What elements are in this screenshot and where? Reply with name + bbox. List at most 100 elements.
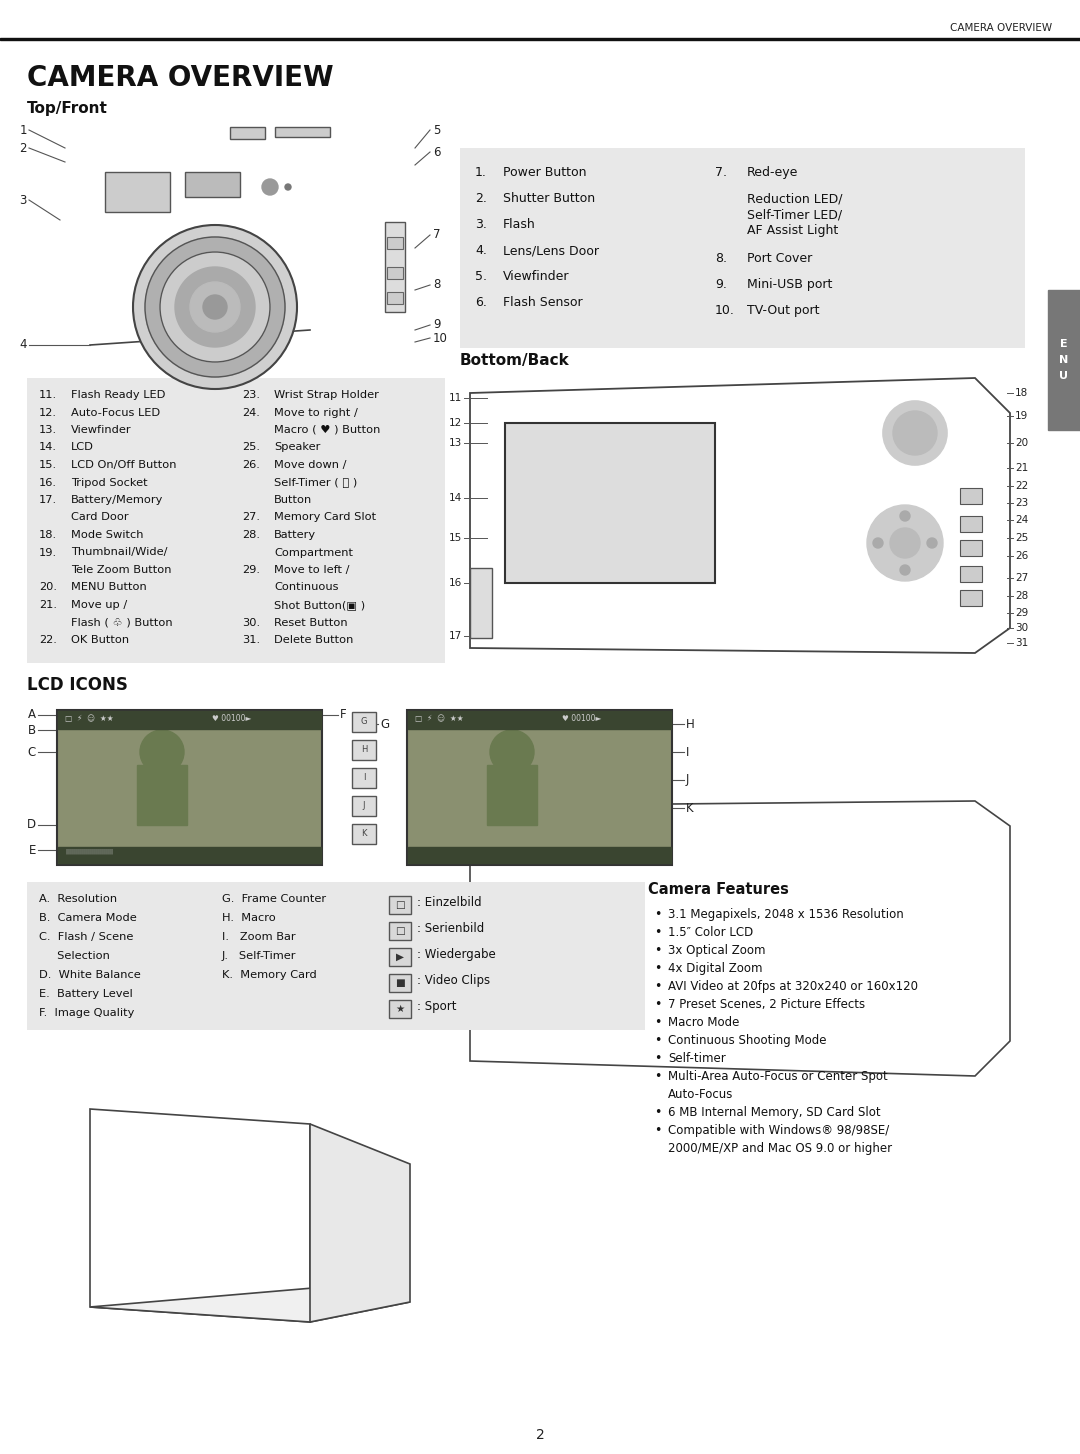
Circle shape xyxy=(175,268,255,348)
Text: Shot Button(▣ ): Shot Button(▣ ) xyxy=(274,601,365,611)
Bar xyxy=(57,710,322,865)
Text: W: W xyxy=(910,420,920,430)
Text: D: D xyxy=(27,819,36,832)
Text: •: • xyxy=(654,944,661,957)
Text: Reset Button: Reset Button xyxy=(274,618,348,628)
Text: 18.: 18. xyxy=(39,531,57,539)
Text: 30: 30 xyxy=(1015,622,1028,632)
Text: Power Button: Power Button xyxy=(503,166,586,179)
Text: □: □ xyxy=(395,926,405,936)
Text: 27: 27 xyxy=(1015,573,1028,583)
Text: Thumbnail/Wide/: Thumbnail/Wide/ xyxy=(71,548,167,557)
Text: Flash Sensor: Flash Sensor xyxy=(503,297,582,310)
Text: 11: 11 xyxy=(449,393,462,403)
Bar xyxy=(505,423,715,583)
Text: 1.5″ Color LCD: 1.5″ Color LCD xyxy=(669,926,753,939)
Bar xyxy=(352,795,376,816)
Text: Tripod Socket: Tripod Socket xyxy=(71,477,148,487)
Circle shape xyxy=(203,295,227,318)
Text: 4: 4 xyxy=(19,339,27,352)
Circle shape xyxy=(490,730,534,774)
Text: •: • xyxy=(654,926,661,939)
Text: 10: 10 xyxy=(433,332,448,345)
Text: Mode Switch: Mode Switch xyxy=(71,531,144,539)
Text: 16.: 16. xyxy=(39,477,57,487)
Text: 13.: 13. xyxy=(39,425,57,435)
Bar xyxy=(58,711,321,728)
Text: Auto-Focus: Auto-Focus xyxy=(669,1088,733,1101)
Text: G.  Frame Counter: G. Frame Counter xyxy=(222,894,326,904)
Bar xyxy=(487,765,537,824)
Text: 21.: 21. xyxy=(39,601,57,611)
Text: 15: 15 xyxy=(449,534,462,542)
Text: □  ⚡  ☺  ★★: □ ⚡ ☺ ★★ xyxy=(415,714,463,723)
Text: C: C xyxy=(28,746,36,759)
Text: K: K xyxy=(361,829,367,839)
Text: 7.: 7. xyxy=(715,166,727,179)
Text: Move up /: Move up / xyxy=(71,601,127,611)
Text: 21: 21 xyxy=(1015,462,1028,473)
Text: I: I xyxy=(363,774,365,782)
Text: Self-timer: Self-timer xyxy=(669,1053,726,1064)
Bar xyxy=(389,948,411,965)
Text: 17: 17 xyxy=(449,631,462,641)
Text: 17.: 17. xyxy=(39,494,57,505)
Text: Flash: Flash xyxy=(503,218,536,231)
Text: Continuous: Continuous xyxy=(274,583,338,592)
Text: 27.: 27. xyxy=(242,512,260,522)
Text: Continuous Shooting Mode: Continuous Shooting Mode xyxy=(669,1034,826,1047)
Circle shape xyxy=(927,538,937,548)
Text: Selection: Selection xyxy=(39,951,110,961)
Text: □  ⚡  ☺  ★★: □ ⚡ ☺ ★★ xyxy=(65,714,113,723)
Text: 24.: 24. xyxy=(242,407,260,417)
Text: 28: 28 xyxy=(1015,590,1028,601)
Text: Shutter Button: Shutter Button xyxy=(503,192,595,205)
Text: E.  Battery Level: E. Battery Level xyxy=(39,989,133,999)
Polygon shape xyxy=(90,1109,310,1322)
Bar xyxy=(387,268,403,279)
Text: □: □ xyxy=(395,900,405,910)
Text: 9: 9 xyxy=(433,318,441,332)
Bar xyxy=(960,516,982,532)
Text: LCD On/Off Button: LCD On/Off Button xyxy=(71,459,176,470)
Text: 12.: 12. xyxy=(39,407,57,417)
Text: B: B xyxy=(28,724,36,737)
Bar xyxy=(389,922,411,939)
Text: F: F xyxy=(340,708,347,721)
Text: 2: 2 xyxy=(19,141,27,154)
Text: 1.: 1. xyxy=(475,166,487,179)
Circle shape xyxy=(900,510,910,521)
Text: 18: 18 xyxy=(1015,388,1028,398)
Text: 3: 3 xyxy=(19,193,27,206)
Text: Self-Timer LED/: Self-Timer LED/ xyxy=(747,208,842,221)
Text: Flash Ready LED: Flash Ready LED xyxy=(71,390,165,400)
Circle shape xyxy=(262,179,278,195)
Circle shape xyxy=(145,237,285,377)
Text: CAMERA OVERVIEW: CAMERA OVERVIEW xyxy=(950,23,1052,33)
Bar xyxy=(230,126,265,140)
Text: Auto-Focus LED: Auto-Focus LED xyxy=(71,407,160,417)
Text: F.  Image Quality: F. Image Quality xyxy=(39,1008,134,1018)
Text: : Video Clips: : Video Clips xyxy=(417,974,490,987)
Bar xyxy=(1048,289,1080,430)
Text: CAMERA OVERVIEW: CAMERA OVERVIEW xyxy=(27,64,334,92)
Text: 12: 12 xyxy=(449,417,462,427)
Text: J: J xyxy=(686,774,689,787)
Text: K: K xyxy=(686,801,693,814)
Text: Self-Timer ( ⌛ ): Self-Timer ( ⌛ ) xyxy=(274,477,357,487)
Text: 5.: 5. xyxy=(475,270,487,284)
Text: Battery/Memory: Battery/Memory xyxy=(71,494,163,505)
Text: Button: Button xyxy=(274,494,312,505)
Text: 6.: 6. xyxy=(475,297,487,310)
Text: 3.1 Megapixels, 2048 x 1536 Resolution: 3.1 Megapixels, 2048 x 1536 Resolution xyxy=(669,907,904,920)
Text: B.  Camera Mode: B. Camera Mode xyxy=(39,913,137,923)
Text: Reduction LED/: Reduction LED/ xyxy=(747,192,842,205)
Bar xyxy=(389,896,411,915)
Polygon shape xyxy=(90,1284,410,1322)
Text: 22.: 22. xyxy=(39,635,57,646)
Circle shape xyxy=(190,282,240,332)
Text: 23.: 23. xyxy=(242,390,260,400)
Text: Red-eye: Red-eye xyxy=(747,166,798,179)
Text: ||||||||||||||||||||||||: |||||||||||||||||||||||| xyxy=(65,849,113,855)
Bar xyxy=(137,765,187,824)
